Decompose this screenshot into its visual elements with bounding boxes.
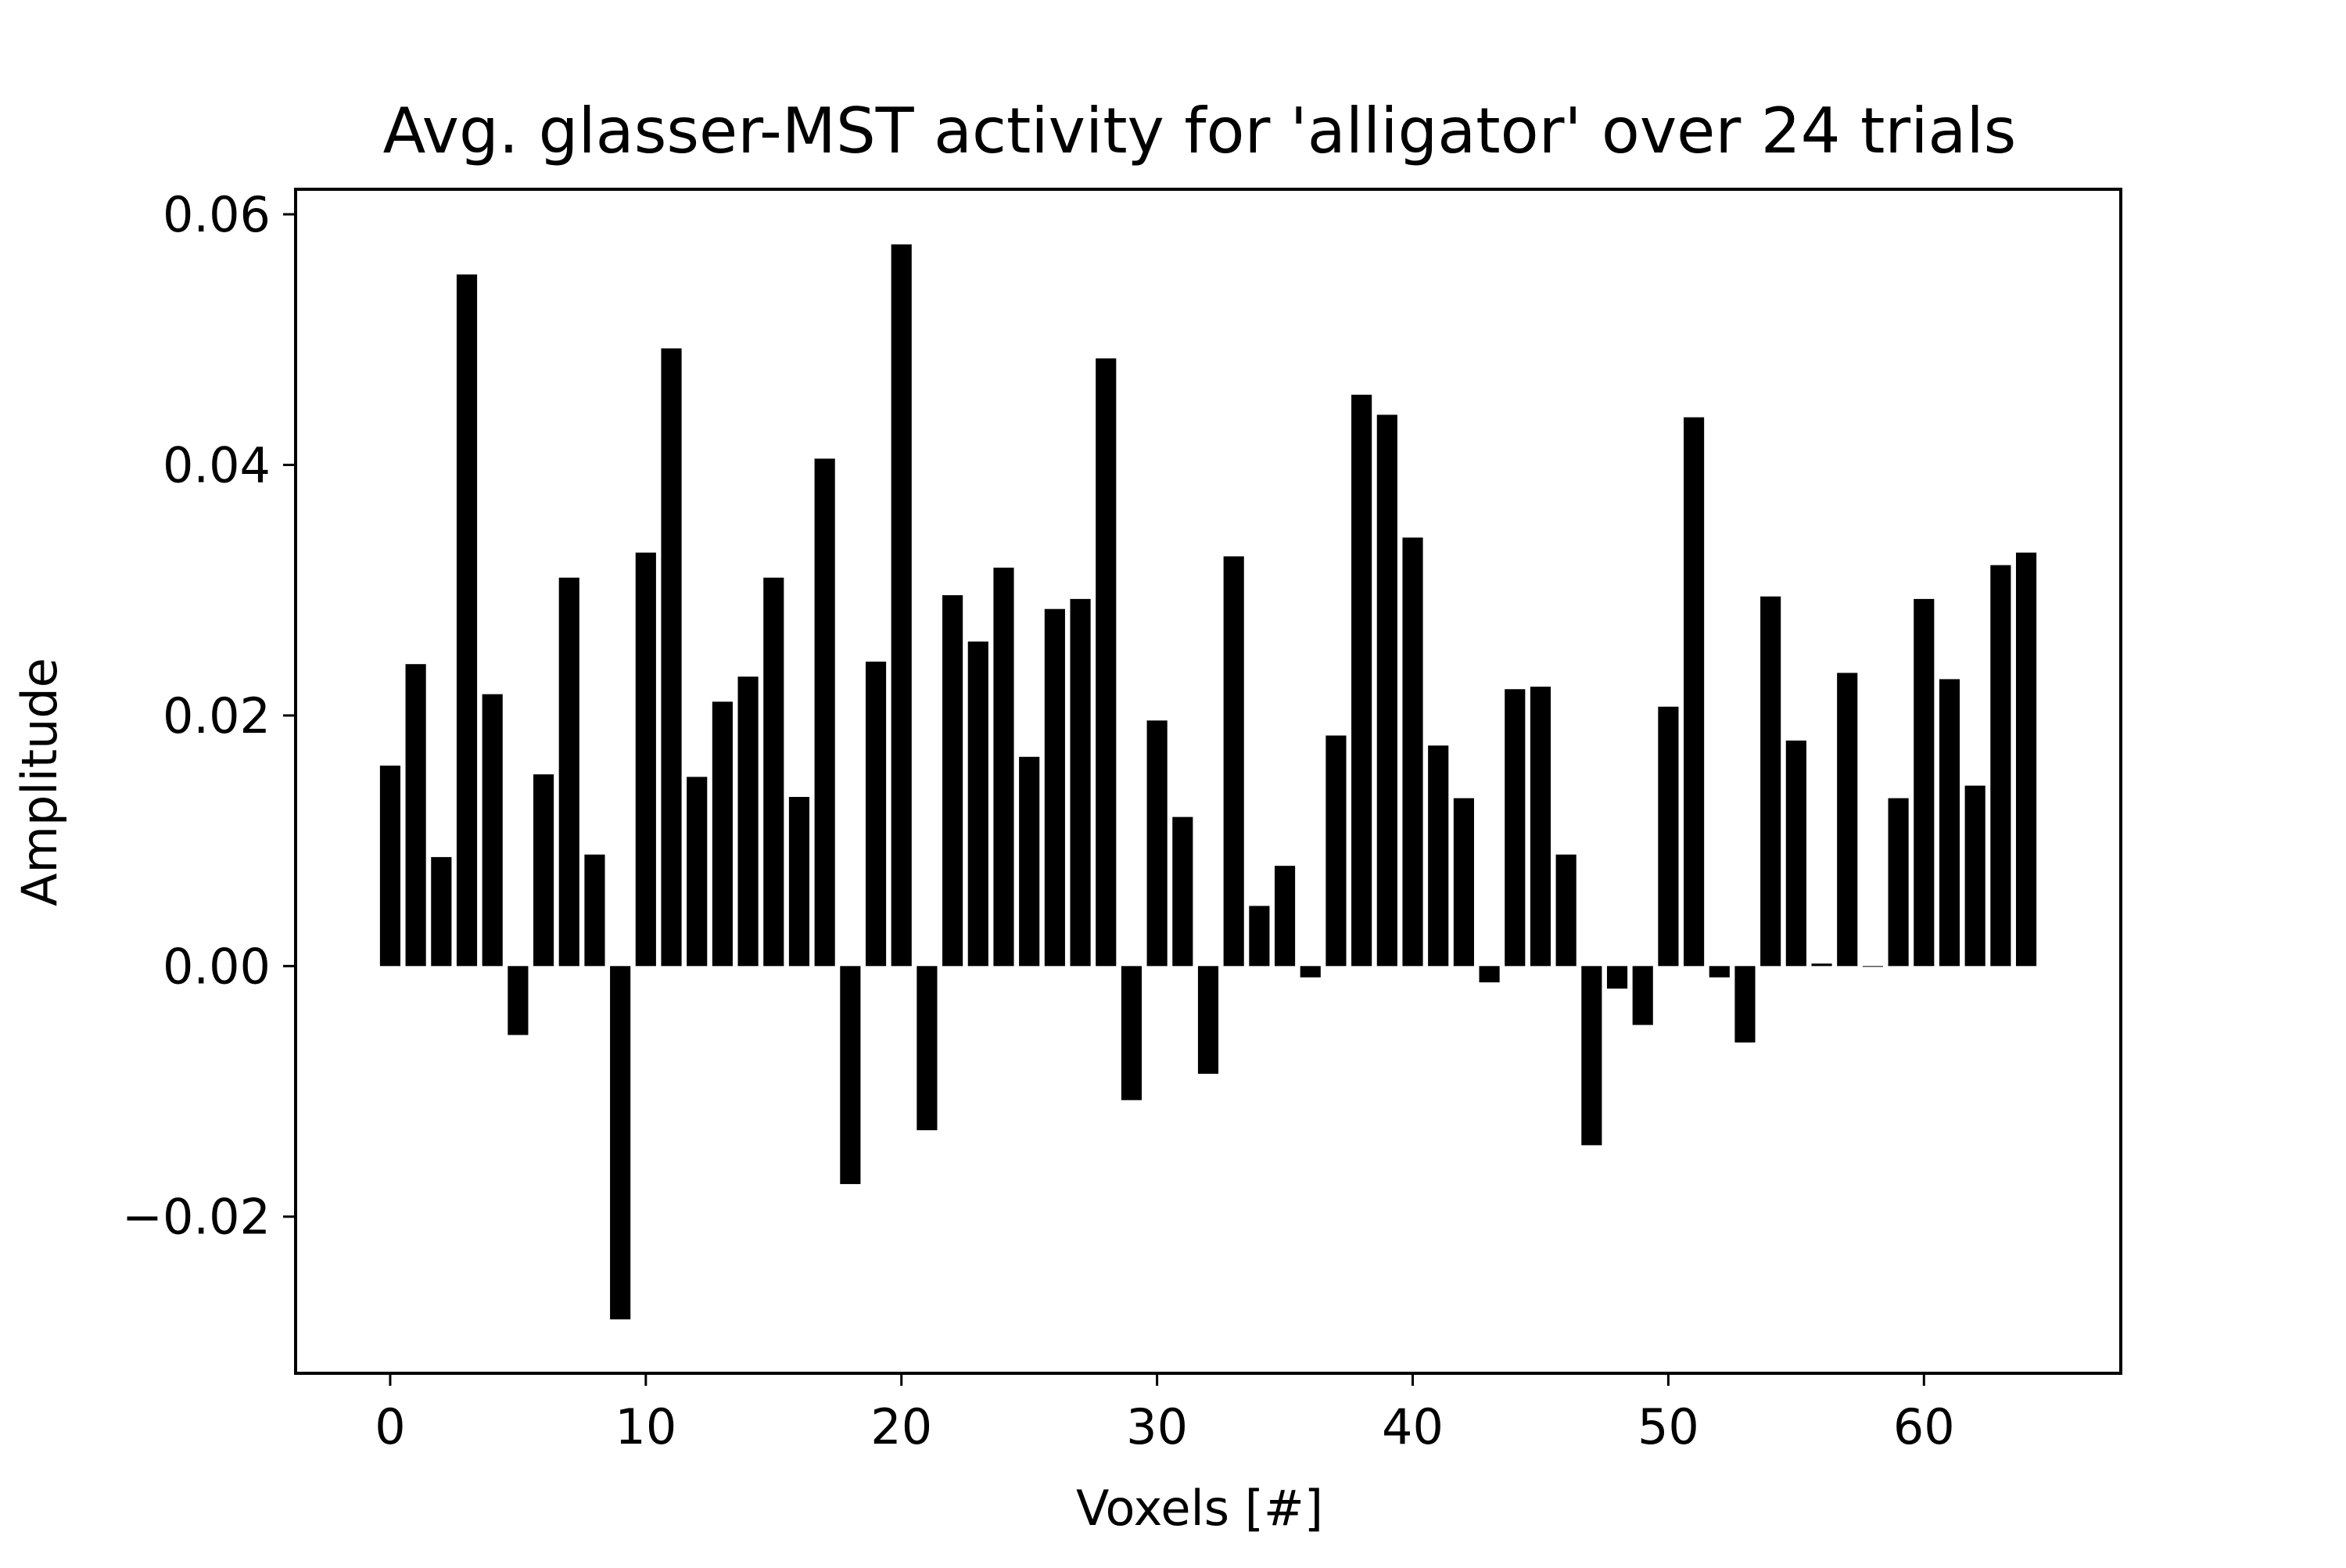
bar-voxel-0 <box>379 765 401 967</box>
bar-voxel-54 <box>1760 596 1781 967</box>
bar-voxel-25 <box>1019 756 1040 967</box>
bar-voxel-32 <box>1197 966 1219 1075</box>
bar-voxel-55 <box>1785 740 1806 967</box>
bar-voxel-38 <box>1351 394 1372 967</box>
bar-voxel-9 <box>610 966 631 1320</box>
bar-voxel-7 <box>558 577 579 967</box>
bar-voxel-8 <box>584 854 605 967</box>
x-tick-label: 30 <box>1126 1398 1188 1455</box>
x-tick-label: 60 <box>1893 1398 1955 1455</box>
bar-voxel-13 <box>712 701 733 967</box>
bar-voxel-43 <box>1479 966 1500 983</box>
bar-voxel-29 <box>1121 966 1143 1100</box>
bar-voxel-15 <box>763 577 784 967</box>
y-tick-label: 0.02 <box>163 687 271 745</box>
chart-title: Avg. glasser-MST activity for 'alligator… <box>383 95 2017 167</box>
y-tick-label: 0.00 <box>163 938 271 995</box>
bar-voxel-14 <box>737 676 759 967</box>
bar-voxel-57 <box>1837 673 1858 967</box>
bar-voxel-23 <box>967 641 988 967</box>
bar-voxel-56 <box>1811 963 1832 967</box>
bar-voxel-48 <box>1606 966 1628 989</box>
x-tick-label: 10 <box>615 1398 676 1455</box>
bar-voxel-24 <box>993 567 1014 967</box>
bar-voxel-51 <box>1684 417 1705 967</box>
bar-voxel-40 <box>1402 537 1423 967</box>
bar-voxel-21 <box>917 966 938 1131</box>
bar-voxel-45 <box>1530 687 1551 967</box>
axes-frame <box>294 188 2122 1375</box>
bar-voxel-26 <box>1044 608 1065 967</box>
bar-voxel-3 <box>456 274 478 967</box>
bar-voxel-59 <box>1888 798 1909 967</box>
bar-voxel-27 <box>1070 598 1091 967</box>
bar-voxel-50 <box>1658 706 1679 967</box>
bar-voxel-5 <box>508 966 529 1035</box>
bar-voxel-4 <box>482 694 503 967</box>
bar-voxel-10 <box>635 552 656 967</box>
x-tick-label: 40 <box>1382 1398 1444 1455</box>
bar-voxel-2 <box>431 856 452 967</box>
bar-voxel-20 <box>891 244 912 967</box>
bars-layer <box>379 244 2037 1320</box>
y-axis-label: Amplitude <box>11 658 68 906</box>
bar-voxel-22 <box>942 595 963 967</box>
bar-voxel-6 <box>533 774 554 967</box>
bar-voxel-46 <box>1555 854 1577 967</box>
bar-voxel-39 <box>1376 414 1397 967</box>
bar-voxel-35 <box>1274 866 1296 967</box>
bar-voxel-18 <box>840 966 861 1185</box>
bar-voxel-53 <box>1734 966 1756 1043</box>
x-tick-label: 0 <box>375 1398 405 1455</box>
bar-voxel-60 <box>1914 598 1935 967</box>
bar-voxel-63 <box>1990 565 2011 967</box>
bar-voxel-41 <box>1428 745 1449 967</box>
bar-voxel-12 <box>687 777 708 967</box>
bar-voxel-34 <box>1249 906 1270 967</box>
bar-voxel-52 <box>1709 966 1730 978</box>
bar-voxel-64 <box>2015 552 2037 967</box>
bar-voxel-62 <box>1964 785 1985 967</box>
bar-voxel-30 <box>1146 720 1168 967</box>
bar-voxel-58 <box>1862 966 1883 967</box>
bar-voxel-19 <box>865 662 887 967</box>
x-axis-label: Voxels [#] <box>1076 1480 1323 1537</box>
ticks-layer: 0 10 20 30 40 50 60 −0.02 0.00 0.02 0.04 0.06 <box>122 186 1955 1455</box>
bar-voxel-44 <box>1505 689 1526 967</box>
x-tick-label: 50 <box>1638 1398 1699 1455</box>
bar-voxel-11 <box>661 348 682 967</box>
bar-voxel-37 <box>1325 735 1347 967</box>
y-tick-label: −0.02 <box>122 1189 271 1246</box>
bar-voxel-16 <box>788 797 810 967</box>
bar-voxel-36 <box>1300 966 1321 978</box>
bar-voxel-1 <box>405 664 426 967</box>
bar-voxel-17 <box>814 458 835 967</box>
bar-voxel-33 <box>1223 556 1244 967</box>
bar-voxel-47 <box>1581 966 1602 1146</box>
y-tick-label: 0.04 <box>163 436 271 493</box>
bar-voxel-42 <box>1453 798 1474 967</box>
bar-voxel-28 <box>1096 358 1117 967</box>
bar-voxel-49 <box>1632 966 1653 1025</box>
x-tick-label: 20 <box>870 1398 932 1455</box>
bar-voxel-31 <box>1172 816 1193 967</box>
bar-voxel-61 <box>1939 679 1960 967</box>
y-tick-label: 0.06 <box>163 186 271 243</box>
